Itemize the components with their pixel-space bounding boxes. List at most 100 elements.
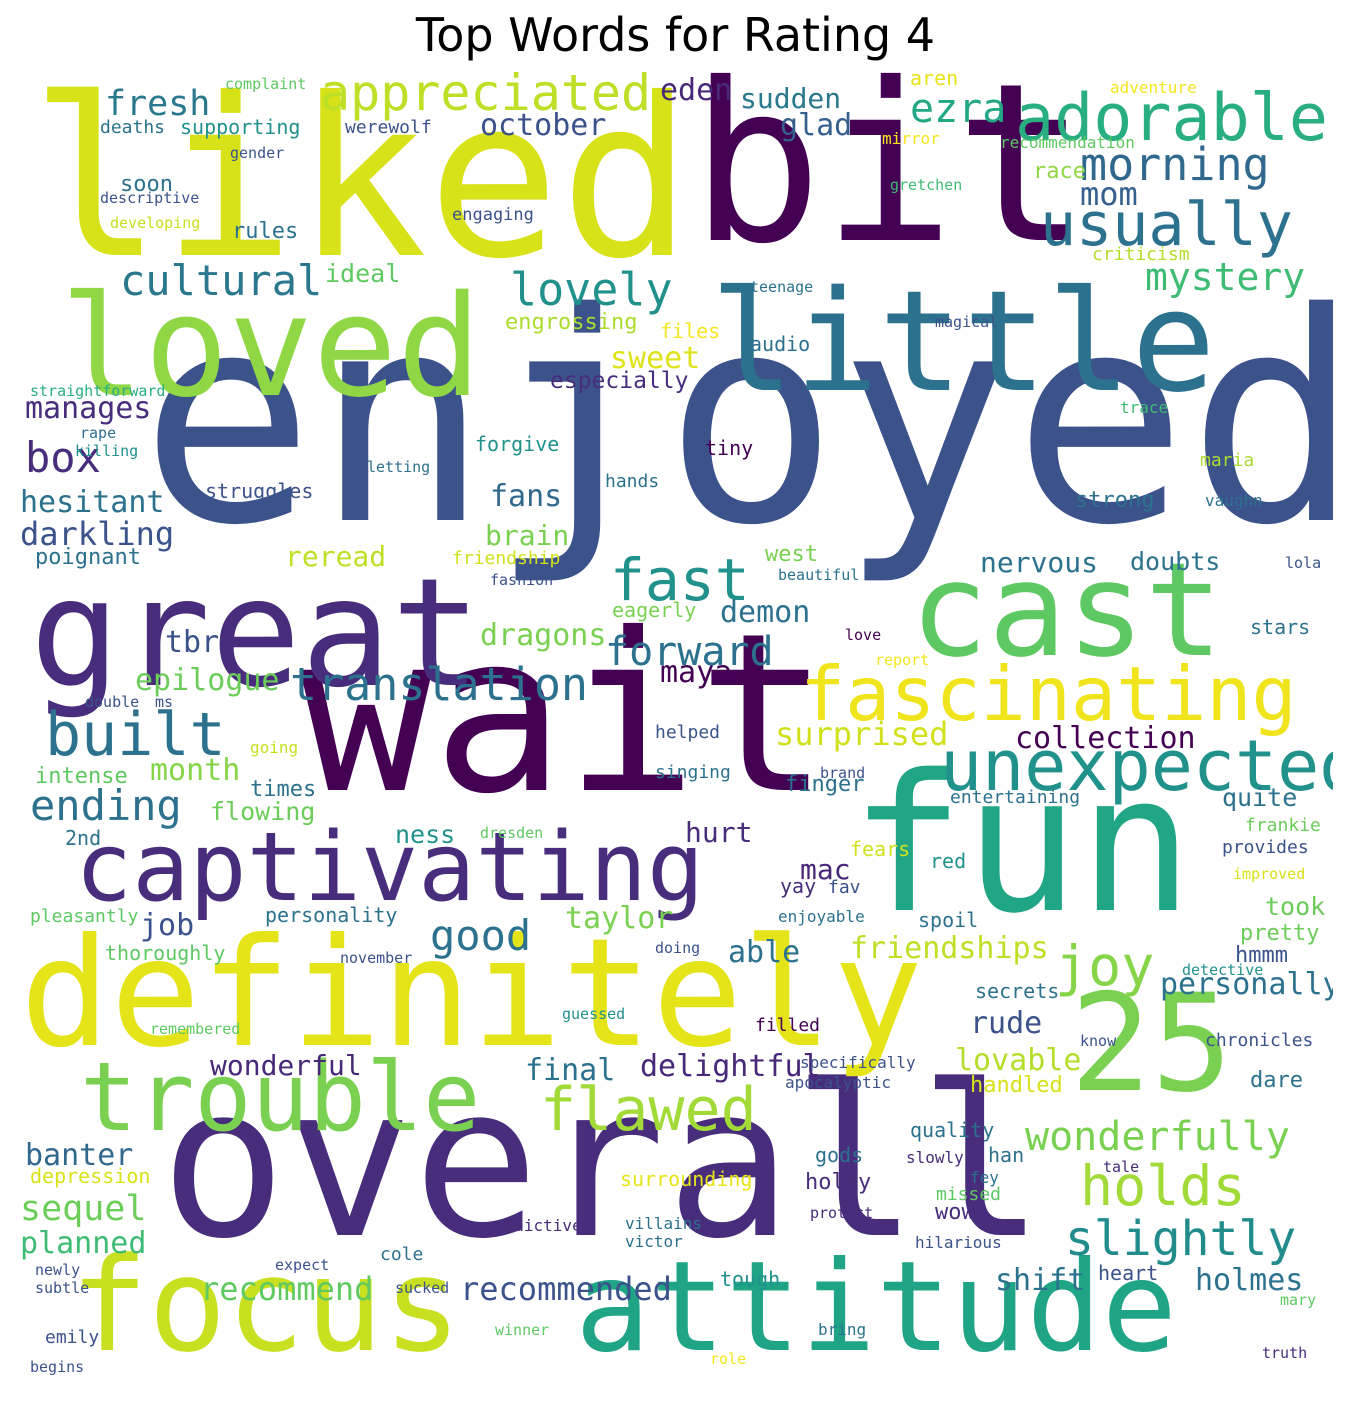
word-rude: rude xyxy=(970,1006,1042,1041)
word-sweet: sweet xyxy=(610,341,700,376)
word-shift: shift xyxy=(995,1263,1085,1298)
word-straightforward: straightforward xyxy=(30,382,165,400)
word-definitely: definitely xyxy=(20,907,923,1081)
word-audio: audio xyxy=(750,332,810,356)
word-recommendation: recommendation xyxy=(1000,133,1135,152)
word-know: know xyxy=(1080,1032,1117,1050)
word-filled: filled xyxy=(755,1015,820,1036)
word-ms: ms xyxy=(155,693,173,711)
word-newly: newly xyxy=(35,1261,80,1279)
word-bit: bit xyxy=(690,70,1087,292)
word-ness: ness xyxy=(395,820,455,849)
word-fans: fans xyxy=(490,479,562,514)
word-liked: liked xyxy=(30,70,692,307)
word-fun: fun xyxy=(850,734,1193,955)
word-wonderfully: wonderfully xyxy=(1025,1114,1290,1160)
word-hesitant: hesitant xyxy=(20,485,165,520)
word-hurt: hurt xyxy=(685,816,752,849)
word-sudden: sudden xyxy=(740,82,841,115)
word-holds: holds xyxy=(1080,1154,1246,1218)
word-west: west xyxy=(765,542,818,567)
word-poignant: poignant xyxy=(35,545,141,570)
word-spoil: spoil xyxy=(918,908,978,932)
word-pleasantly: pleasantly xyxy=(30,906,139,927)
word-recommend: recommend xyxy=(200,1270,373,1308)
word-mirror: mirror xyxy=(882,129,940,148)
word-teenage: teenage xyxy=(750,278,813,296)
word-box: box xyxy=(25,433,101,482)
word-deaths: deaths xyxy=(100,117,165,138)
word-cole: cole xyxy=(380,1244,423,1265)
word-personality: personality xyxy=(265,903,397,927)
word-brain: brain xyxy=(485,519,569,552)
word-complaint: complaint xyxy=(225,75,306,93)
word-intense: intense xyxy=(35,764,128,789)
word-truth: truth xyxy=(1262,1344,1307,1362)
word-strong: strong xyxy=(1075,488,1154,513)
word-helped: helped xyxy=(655,722,720,743)
word-winner: winner xyxy=(495,1321,549,1339)
word-bring: bring xyxy=(818,1320,866,1339)
word-dragons: dragons xyxy=(480,618,606,653)
word-enjoyed: enjoyed xyxy=(140,252,1333,589)
word-letting: letting xyxy=(367,458,430,476)
word-tbr: tbr xyxy=(165,625,219,660)
word-mac: mac xyxy=(800,853,851,886)
word-times: times xyxy=(250,777,316,802)
word-fresh: fresh xyxy=(105,84,210,124)
word-magical: magical xyxy=(935,313,998,331)
word-going: going xyxy=(250,738,298,757)
word-thoroughly: thoroughly xyxy=(105,941,225,965)
word-engrossing: engrossing xyxy=(505,310,637,335)
word-quality: quality xyxy=(910,1118,994,1142)
word-recommended: recommended xyxy=(460,1270,672,1308)
word-dresden: dresden xyxy=(480,824,543,842)
word-dare: dare xyxy=(1250,1068,1303,1093)
word-flawed: flawed xyxy=(540,1075,757,1145)
word-enjoyable: enjoyable xyxy=(778,907,865,926)
word-eden: eden xyxy=(660,73,732,108)
word-fey: fey xyxy=(970,1168,999,1187)
word-october: october xyxy=(480,108,606,143)
word-maria: maria xyxy=(1200,450,1254,471)
word-flowing: flowing xyxy=(210,797,315,826)
word-eagerly: eagerly xyxy=(612,598,696,622)
word-specifically: specifically xyxy=(800,1053,916,1072)
word-focus: focus xyxy=(70,1229,461,1381)
word-begins: begins xyxy=(30,1358,84,1376)
word-addictive: addictive xyxy=(495,1216,582,1235)
word-tale: tale xyxy=(1103,1158,1139,1176)
word-victor: victor xyxy=(625,1232,683,1251)
word-beautiful: beautiful xyxy=(778,566,859,584)
word-missed: missed xyxy=(936,1184,1001,1205)
word-stars: stars xyxy=(1250,615,1310,639)
word-epilogue: epilogue xyxy=(135,663,280,698)
word-holly: holly xyxy=(805,1170,871,1195)
word-yay: yay xyxy=(780,874,816,898)
word-little: little xyxy=(710,261,1216,424)
word-descriptive: descriptive xyxy=(100,189,199,207)
word-appreciated: appreciated xyxy=(320,70,651,122)
word-personally: personally xyxy=(1160,967,1333,1002)
word-forward: forward xyxy=(605,629,774,675)
word-slightly: slightly xyxy=(1065,1211,1296,1267)
word-wow: wow xyxy=(935,1200,975,1225)
word-entertaining: entertaining xyxy=(950,787,1080,808)
word-files: files xyxy=(660,319,720,343)
word-job: job xyxy=(140,908,194,943)
word-apocalyptic: apocalyptic xyxy=(785,1073,891,1092)
word-double: double xyxy=(85,693,139,711)
word-provides: provides xyxy=(1222,837,1309,858)
word-surrounding: surrounding xyxy=(620,1167,752,1191)
chart-title: Top Words for Rating 4 xyxy=(415,8,936,62)
word-fears: fears xyxy=(850,837,910,861)
word-tiny: tiny xyxy=(705,436,753,460)
word-nervous: nervous xyxy=(980,546,1098,579)
word-expect: expect xyxy=(275,1256,329,1274)
word-killing: killing xyxy=(75,442,138,460)
word-mom: mom xyxy=(1080,175,1138,213)
word-hilarious: hilarious xyxy=(915,1233,1002,1252)
word-morning: morning xyxy=(1080,138,1270,191)
word-improved: improved xyxy=(1233,865,1305,883)
